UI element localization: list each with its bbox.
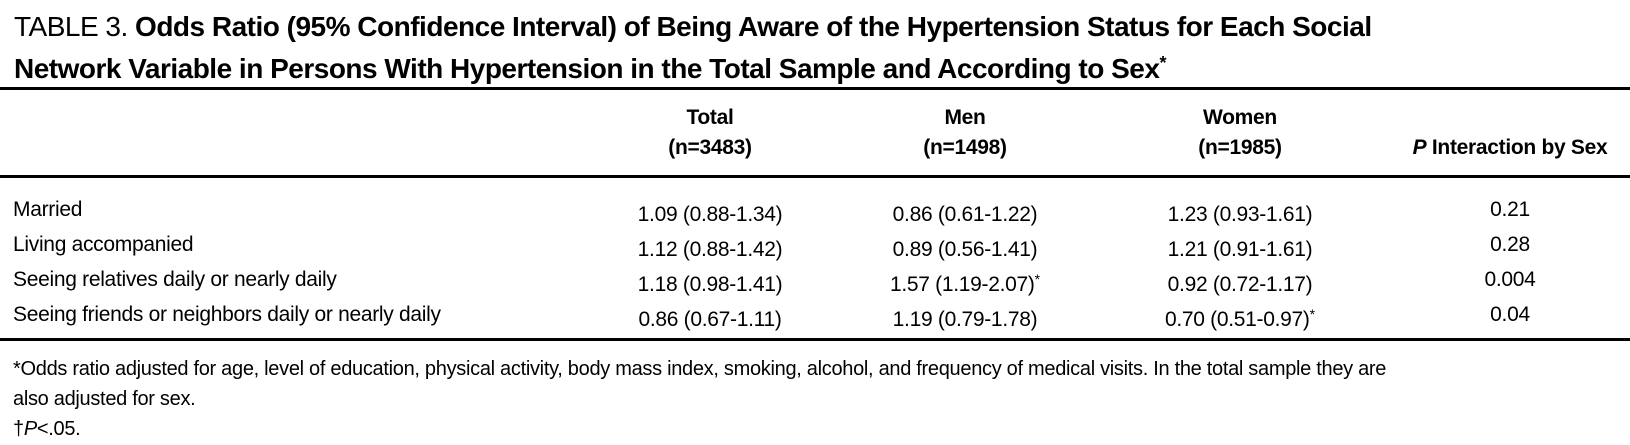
cell-total: 0.86 (0.67-1.11): [638, 308, 782, 331]
column-header-total: Total (n=3483): [580, 90, 840, 175]
column-header-men-name: Men: [944, 105, 986, 129]
title-footnote-marker: *: [1159, 53, 1166, 73]
column-header-men: Men (n=1498): [840, 90, 1090, 175]
footnote-adjustment-line2: also adjusted for sex.: [13, 388, 196, 410]
table-title: TABLE 3. Odds Ratio (95% Confidence Inte…: [0, 0, 1630, 87]
cell-total: 1.09 (0.88-1.34): [637, 203, 783, 226]
row-label: Seeing friends or neighbors daily or nea…: [13, 303, 441, 326]
table-row: Seeing friends or neighbors daily or nea…: [0, 297, 1630, 332]
cell-women: 0.70 (0.51-0.97)*: [1164, 306, 1316, 331]
table-header-row: Total (n=3483) Men (n=1498) Women (n=198…: [0, 90, 1630, 175]
table-row: Seeing relatives daily or nearly daily 1…: [0, 262, 1630, 297]
table-title-line2: Network Variable in Persons With Hyperte…: [14, 45, 1630, 87]
footnote-significance: †P<.05.: [13, 414, 1630, 444]
table-title-line1: TABLE 3. Odds Ratio (95% Confidence Inte…: [14, 8, 1630, 45]
cell-women: 1.21 (0.91-1.61): [1167, 238, 1313, 261]
cell-p-interaction: 0.004: [1484, 268, 1536, 291]
top-rule: [0, 87, 1630, 90]
column-header-total-n: (n=3483): [668, 135, 752, 159]
table-row: Living accompanied 1.12 (0.88-1.42) 0.89…: [0, 227, 1630, 262]
column-header-variable: [0, 90, 580, 175]
cell-men: 1.57 (1.19-2.07)*: [889, 271, 1041, 296]
row-label: Living accompanied: [13, 233, 194, 256]
cell-p-interaction: 0.04: [1490, 303, 1530, 326]
significance-marker: *: [1309, 306, 1316, 322]
cell-p-interaction: 0.28: [1490, 233, 1530, 256]
table-title-text-line1: Odds Ratio (95% Confidence Interval) of …: [135, 11, 1372, 42]
column-header-women-name: Women: [1203, 105, 1277, 129]
table-number-label: TABLE 3.: [14, 11, 128, 42]
cell-total: 1.12 (0.88-1.42): [637, 238, 783, 261]
column-header-p-text: Interaction by Sex: [1426, 135, 1608, 159]
cell-total: 1.18 (0.98-1.41): [637, 273, 783, 296]
row-label: Married: [13, 198, 83, 221]
cell-women: 0.92 (0.72-1.17): [1167, 273, 1313, 296]
p-symbol: P: [23, 418, 37, 440]
row-label: Seeing relatives daily or nearly daily: [13, 268, 337, 291]
cell-men: 0.89 (0.56-1.41): [892, 238, 1038, 261]
column-header-women: Women (n=1985): [1090, 90, 1390, 175]
footnote-significance-text: <.05.: [36, 418, 81, 440]
footnote-adjustment-line1: *Odds ratio adjusted for age, level of e…: [13, 358, 1387, 380]
bottom-rule: [0, 338, 1630, 341]
cell-women: 1.23 (0.93-1.61): [1167, 203, 1313, 226]
significance-marker: *: [1034, 271, 1041, 287]
column-header-total-name: Total: [686, 105, 734, 129]
cell-men: 0.86 (0.61-1.22): [892, 203, 1038, 226]
footnotes: *Odds ratio adjusted for age, level of e…: [0, 341, 1630, 444]
header-rule: [0, 175, 1630, 178]
dagger-marker: †: [13, 418, 24, 440]
column-header-p-interaction: P Interaction by Sex: [1390, 90, 1630, 175]
cell-men: 1.19 (0.79-1.78): [892, 308, 1038, 331]
cell-p-interaction: 0.21: [1490, 198, 1530, 221]
column-header-men-n: (n=1498): [923, 135, 1007, 159]
table-title-text-line2: Network Variable in Persons With Hyperte…: [14, 53, 1160, 84]
column-header-women-n: (n=1985): [1198, 135, 1282, 159]
table-body: Married 1.09 (0.88-1.34) 0.86 (0.61-1.22…: [0, 178, 1630, 338]
p-symbol: P: [1412, 135, 1427, 159]
table-row: Married 1.09 (0.88-1.34) 0.86 (0.61-1.22…: [0, 192, 1630, 227]
